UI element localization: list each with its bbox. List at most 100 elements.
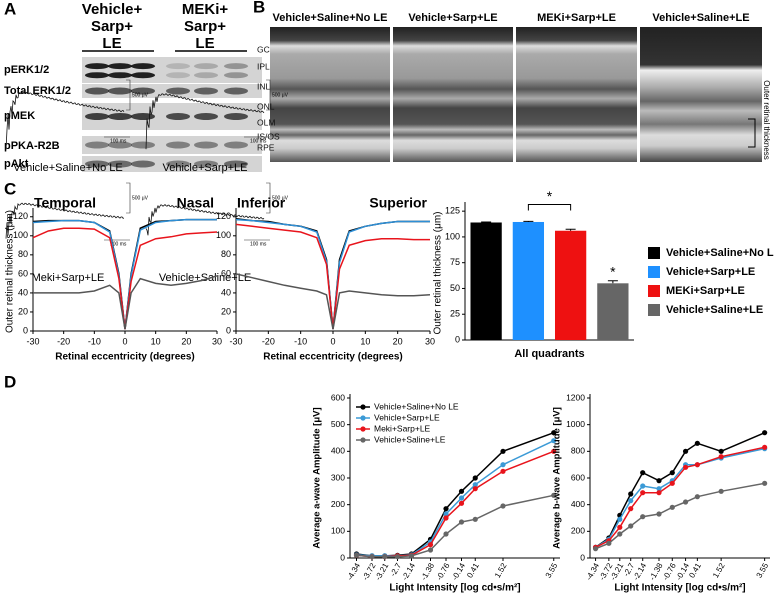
scale-bar: [126, 182, 131, 214]
annotation: Inferior: [237, 195, 286, 211]
x-axis-label: Light Intensity [log cd•s/m²]: [389, 583, 520, 594]
point: [443, 515, 449, 521]
panel-label: A: [4, 0, 16, 18]
scale-bar: [266, 182, 271, 214]
point: [628, 491, 634, 497]
x-tick-label: 30: [212, 336, 222, 346]
blot-band: [108, 87, 132, 95]
blot-band: [131, 160, 155, 168]
erg-trace: [145, 93, 265, 150]
bar: [470, 222, 502, 340]
group-label: Sarp+: [91, 18, 133, 35]
image-title: Vehicle+Saline+LE: [652, 12, 749, 24]
point: [472, 482, 478, 488]
point: [669, 504, 675, 510]
legend-swatch: [648, 266, 660, 278]
point: [617, 531, 623, 537]
erg-label: Meki+Sarp+LE: [32, 272, 105, 284]
x-tick-label: -20: [262, 336, 275, 346]
point: [628, 506, 634, 512]
erg-label: Vehicle+Saline+LE: [159, 272, 251, 284]
legend-label: Vehicle+Saline+No LE: [666, 247, 774, 259]
x-tick-label: 10: [151, 336, 161, 346]
series-line: [235, 273, 431, 330]
y-axis-label: Outer retinal thickness (μm): [5, 210, 16, 333]
legend-marker: [360, 426, 366, 432]
blot-band: [166, 63, 190, 70]
blot-band: [85, 141, 109, 149]
scale-label: 100 ms: [110, 241, 127, 247]
bar: [597, 283, 629, 340]
point: [682, 464, 689, 470]
y-tick-label: 80: [221, 249, 231, 259]
blot-band: [194, 63, 218, 70]
oct-image: [270, 27, 390, 162]
series-line: [33, 275, 218, 330]
point: [443, 506, 449, 512]
layer-label: IS/OS: [257, 131, 280, 141]
x-axis-label: Retinal eccentricity (degrees): [263, 352, 403, 363]
point: [551, 492, 557, 498]
y-tick-label: 20: [221, 306, 231, 316]
y-tick-label: 100: [216, 230, 231, 240]
blot-band: [194, 160, 218, 168]
x-axis-label: Light Intensity [log cd•s/m²]: [614, 583, 745, 594]
series-line: [356, 431, 555, 557]
y-tick-label: 100: [445, 231, 460, 241]
y-tick-label: 40: [18, 287, 28, 297]
blot-band: [166, 87, 190, 95]
point: [500, 468, 506, 474]
point: [762, 430, 768, 436]
point: [353, 552, 360, 558]
point: [640, 514, 646, 520]
point: [551, 448, 557, 454]
blot-row-label: pERK1/2: [4, 64, 49, 76]
panel-label: D: [4, 372, 16, 391]
point: [427, 547, 434, 553]
scale-label: 500 μV: [132, 195, 149, 201]
blot-band: [85, 72, 109, 79]
x-tick-label: 1.52: [493, 561, 509, 579]
x-tick-label: -10: [294, 336, 307, 346]
point: [656, 511, 662, 517]
scale-label: 100 ms: [250, 138, 267, 144]
x-tick-label: -2.14: [631, 561, 648, 582]
point: [640, 483, 646, 489]
bar: [554, 230, 587, 340]
y-tick-label: 200: [571, 526, 585, 536]
point: [762, 444, 768, 450]
point: [617, 524, 623, 530]
legend-swatch: [648, 285, 660, 297]
point: [694, 494, 700, 500]
y-tick-label: 0: [226, 325, 231, 335]
x-tick-label: -30: [26, 336, 39, 346]
legend-label: Vehicle+Saline+No LE: [374, 401, 459, 411]
point: [669, 480, 675, 486]
blot-strip: [82, 57, 262, 83]
blot-strip: [82, 156, 262, 172]
x-tick-label: 0: [122, 336, 127, 346]
point: [551, 438, 557, 444]
legend-label: Vehicle+Sarp+LE: [374, 412, 440, 422]
legend-label: MEKi+Sarp+LE: [666, 285, 745, 297]
legend-label: Vehicle+Saline+LE: [374, 434, 446, 444]
blot-band: [224, 113, 248, 120]
y-axis-label: Average a-wave Amplitude [μV]: [312, 407, 323, 548]
group-label: Vehicle+: [82, 1, 143, 18]
y-tick-label: 200: [331, 499, 345, 509]
scale-label: 500 μV: [272, 92, 289, 98]
group-label: LE: [195, 35, 214, 52]
legend-marker: [360, 415, 366, 421]
y-tick-label: 50: [450, 283, 460, 293]
y-tick-label: 60: [18, 268, 28, 278]
blot-band: [224, 160, 248, 168]
y-tick-label: 0: [455, 334, 460, 344]
x-tick-label: -3.21: [373, 561, 390, 582]
scale-bar: [126, 79, 131, 111]
layer-label: IPL: [257, 61, 270, 71]
blot-band: [131, 141, 155, 149]
oct-image: [393, 27, 513, 162]
scale-bar: [266, 79, 271, 111]
y-tick-label: 0: [23, 325, 28, 335]
